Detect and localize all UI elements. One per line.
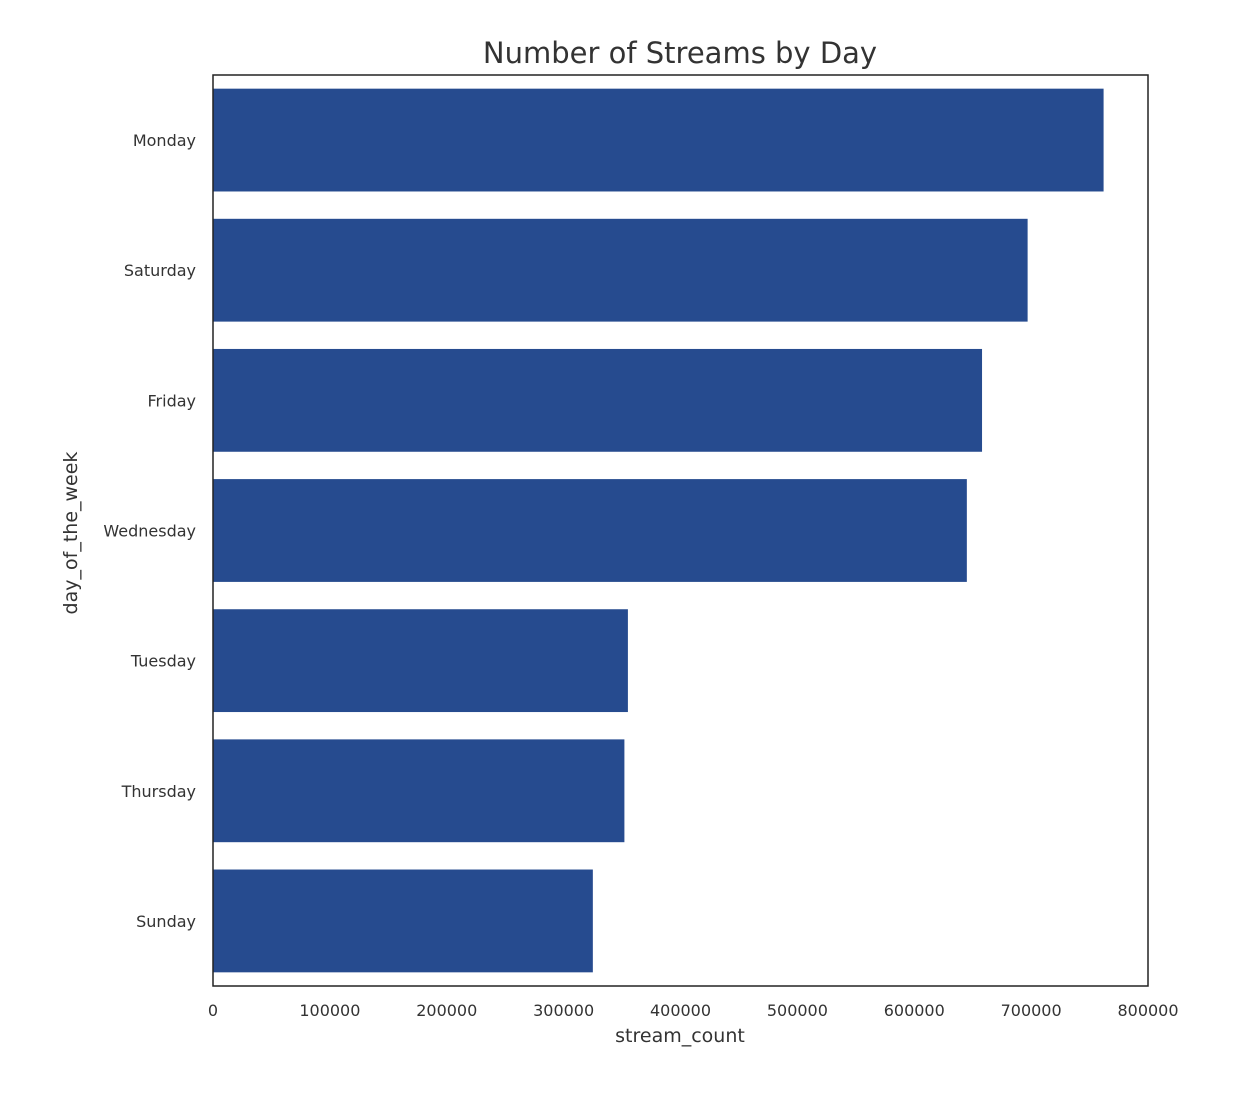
- x-tick-label-700000: 700000: [1001, 1001, 1062, 1020]
- bar-saturday: [213, 218, 1028, 322]
- y-tick-label-tuesday: Tuesday: [130, 652, 196, 671]
- plot-frame: [212, 74, 1149, 987]
- y-tick-label-monday: Monday: [133, 131, 196, 150]
- bar-monday: [213, 88, 1104, 192]
- bar-wednesday: [213, 479, 967, 582]
- x-tick-labels: 0 100000 200000 300000 400000 500000 600000 700…: [208, 1001, 1179, 1020]
- bars-group: [213, 88, 1104, 973]
- y-tick-label-saturday: Saturday: [124, 261, 196, 280]
- x-tick-label-800000: 800000: [1117, 1001, 1178, 1020]
- x-tick-label-300000: 300000: [533, 1001, 594, 1020]
- x-tick-label-100000: 100000: [299, 1001, 360, 1020]
- y-axis-label: day_of_the_week: [60, 452, 82, 615]
- bar-thursday: [213, 739, 625, 843]
- x-tick-label-600000: 600000: [884, 1001, 945, 1020]
- x-tick-label-400000: 400000: [650, 1001, 711, 1020]
- bar-sunday: [213, 869, 593, 973]
- bar-tuesday: [213, 609, 628, 713]
- bar-friday: [213, 348, 983, 452]
- y-tick-label-sunday: Sunday: [136, 912, 196, 931]
- x-tick-label-500000: 500000: [767, 1001, 828, 1020]
- x-tick-label-200000: 200000: [416, 1001, 477, 1020]
- y-tick-label-wednesday: Wednesday: [103, 522, 196, 541]
- y-tick-label-thursday: Thursday: [121, 782, 196, 801]
- y-tick-labels: Monday Saturday Friday Wednesday Tuesday Thur…: [103, 131, 196, 931]
- y-tick-label-friday: Friday: [148, 391, 197, 410]
- x-tick-label-0: 0: [208, 1001, 218, 1020]
- x-axis-label: stream_count: [615, 1025, 745, 1047]
- chart-title: Number of Streams by Day: [483, 36, 877, 70]
